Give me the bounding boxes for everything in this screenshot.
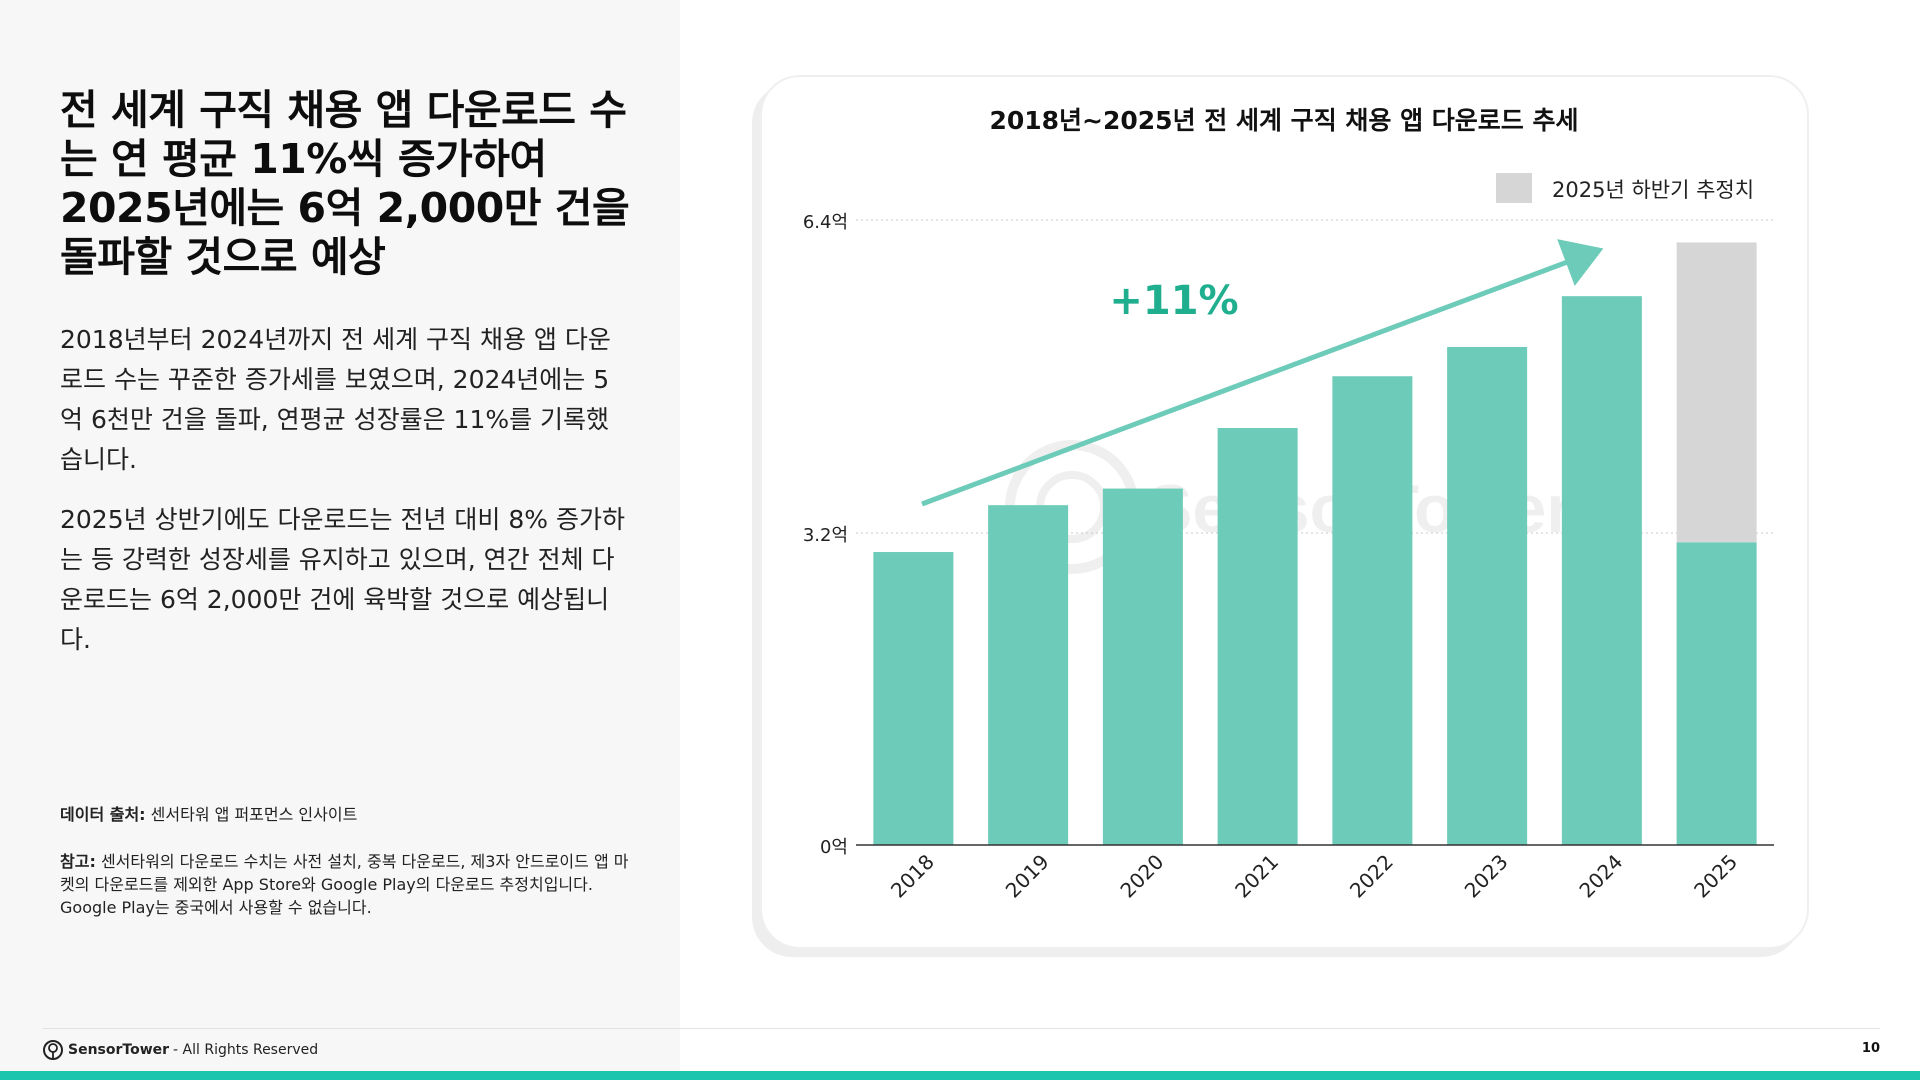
footer-divider — [42, 1028, 1880, 1029]
bar-2018 — [873, 552, 954, 845]
bar-2024 — [1561, 296, 1642, 845]
y-tick-label: 3.2억 — [803, 525, 848, 546]
x-tick-label: 2021 — [1230, 850, 1283, 903]
bar-2021 — [1217, 428, 1298, 845]
footer-brand: SensorTower - All Rights Reserved — [42, 1039, 318, 1061]
bar-2019 — [988, 505, 1069, 845]
body-paragraph-1: 2018년부터 2024년까지 전 세계 구직 채용 앱 다운로드 수는 꾸준한… — [60, 325, 611, 474]
x-tick-label: 2020 — [1115, 850, 1168, 903]
x-tick-label: 2023 — [1460, 850, 1513, 903]
footer-brand-name: SensorTower — [68, 1042, 170, 1058]
note-label: 참고: — [60, 852, 96, 871]
bar-2022 — [1332, 376, 1413, 845]
bar-2020 — [1102, 488, 1183, 845]
bars-group — [873, 242, 1757, 845]
x-tick-label: 2022 — [1345, 850, 1398, 903]
growth-annotation: +11% — [1109, 278, 1238, 324]
bar-projection-2025 — [1676, 242, 1757, 543]
body-paragraph-2: 2025년 상반기에도 다운로드는 전년 대비 8% 증가하는 등 강력한 성장… — [60, 505, 625, 654]
bar-2023 — [1447, 346, 1528, 845]
headline: 전 세계 구직 채용 앱 다운로드 수는 연 평균 11%씩 증가하여 2025… — [60, 86, 630, 281]
bottom-accent-bar — [0, 1071, 1920, 1080]
x-tick-label: 2025 — [1689, 850, 1742, 903]
data-source: 데이터 출처: 센서타워 앱 퍼포먼스 인사이트 — [60, 803, 640, 827]
chart-title: 2018년~2025년 전 세계 구직 채용 앱 다운로드 추세 — [989, 106, 1578, 135]
trend-arrow — [921, 239, 1604, 507]
chart-card: SensorTower 2018년~2025년 전 세계 구직 채용 앱 다운로… — [760, 75, 1809, 949]
data-source-label: 데이터 출처: — [60, 805, 146, 824]
x-tick-label: 2018 — [886, 850, 939, 903]
footer-rights: - All Rights Reserved — [173, 1042, 319, 1058]
legend-label-projection: 2025년 하반기 추정치 — [1552, 178, 1754, 202]
data-source-text: 센서타워 앱 퍼포먼스 인사이트 — [150, 805, 358, 824]
bar-2025 — [1676, 542, 1757, 845]
page-number: 10 — [1861, 1041, 1880, 1056]
left-panel: 전 세계 구직 채용 앱 다운로드 수는 연 평균 11%씩 증가하여 2025… — [0, 0, 680, 1080]
legend-swatch-projection — [1496, 173, 1532, 203]
sensortower-logo-icon — [43, 1040, 63, 1060]
y-tick-label: 6.4억 — [803, 212, 848, 233]
y-tick-label: 0억 — [820, 837, 848, 858]
downloads-bar-chart: SensorTower 2018년~2025년 전 세계 구직 채용 앱 다운로… — [803, 106, 1774, 903]
methodology-note: 참고: 센서타워의 다운로드 수치는 사전 설치, 중복 다운로드, 제3자 안… — [60, 850, 640, 919]
note-text: 센서타워의 다운로드 수치는 사전 설치, 중복 다운로드, 제3자 안드로이드… — [60, 852, 629, 917]
x-tick-label: 2024 — [1574, 850, 1627, 903]
x-tick-label: 2019 — [1001, 850, 1054, 903]
x-labels-group: 2018 2019 2020 2021 2022 2023 2024 2025 — [886, 850, 1742, 903]
